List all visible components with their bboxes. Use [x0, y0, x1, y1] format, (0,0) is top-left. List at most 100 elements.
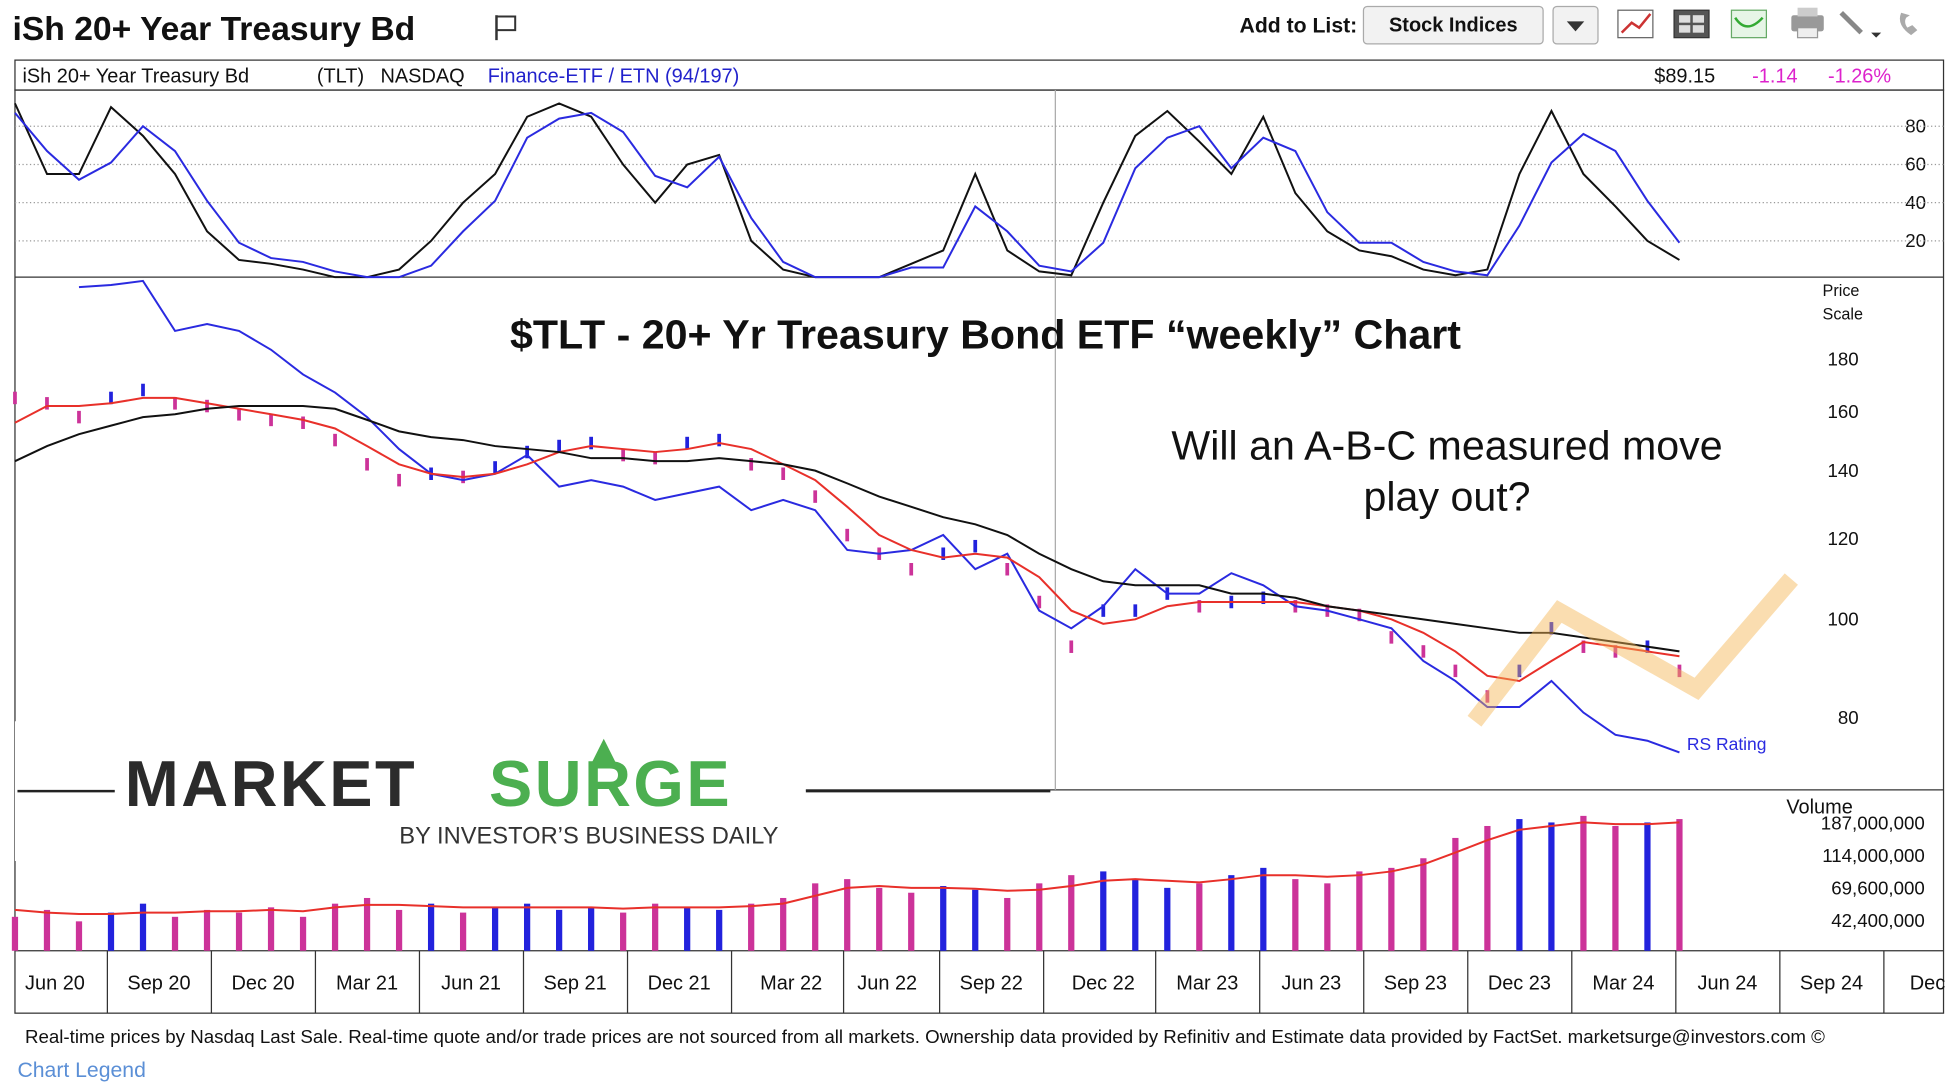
- x-tick-label: Dec 23: [1488, 972, 1551, 994]
- price-bar: [1261, 591, 1266, 605]
- quote-name: iSh 20+ Year Treasury Bd: [22, 66, 249, 88]
- volume-bar: [1644, 822, 1651, 951]
- x-tick-label: Dec: [1910, 972, 1945, 994]
- volume-bar: [1228, 875, 1235, 951]
- volume-bar: [844, 879, 851, 951]
- volume-bar: [427, 903, 435, 951]
- overlay: MARKET SURGE BY INVESTOR’S BUSINESS DAIL…: [14, 573, 1798, 861]
- x-tick-label: Mar 21: [336, 972, 398, 994]
- price-bar: [1037, 595, 1042, 609]
- price-bar: [1389, 631, 1394, 644]
- x-tick-label: Sep 20: [127, 972, 190, 994]
- list-button-text[interactable]: Stock Indices: [1389, 14, 1518, 36]
- quote-change: -1.14: [1752, 66, 1797, 88]
- price-bar: [1613, 645, 1618, 658]
- volume-bar: [1516, 819, 1523, 951]
- x-tick-label: Mar 22: [760, 972, 822, 994]
- volume-bar: [684, 907, 691, 951]
- logo-byline: BY INVESTOR’S BUSINESS DAILY: [399, 824, 778, 850]
- price-bar: [685, 436, 690, 450]
- price-bar: [973, 539, 978, 553]
- price-bar: [109, 391, 113, 405]
- price-bar: [717, 433, 722, 447]
- volume-bar: [1132, 879, 1139, 951]
- y-tick-label: 160: [1827, 401, 1858, 422]
- phone-icon[interactable]: [1899, 12, 1918, 36]
- chart-title: $TLT - 20+ Yr Treasury Bond ETF “weekly”…: [510, 311, 1461, 357]
- price-bar: [1421, 645, 1426, 658]
- volume-bar: [1356, 871, 1363, 951]
- price-bar: [1549, 622, 1554, 635]
- chart-legend-link[interactable]: Chart Legend: [17, 1059, 145, 1082]
- series-line: [14, 405, 1680, 653]
- volume-bar: [459, 912, 467, 951]
- logo-backdrop: [14, 721, 806, 861]
- price-bar: [1453, 664, 1458, 678]
- x-tick-label: Sep 23: [1384, 972, 1447, 994]
- price-bar: [525, 445, 529, 459]
- volume-bar: [652, 903, 659, 951]
- annotation: play out?: [1364, 473, 1531, 519]
- y-tick-label: 180: [1827, 349, 1858, 370]
- price-bar: [141, 383, 145, 397]
- list-button[interactable]: [1362, 5, 1544, 45]
- quote-symbol: (TLT): [317, 66, 364, 88]
- price-bar: [45, 397, 49, 410]
- annotation: Will an A-B-C measured move: [1171, 422, 1722, 468]
- volume-bar: [43, 909, 51, 951]
- volume-bar: [1164, 887, 1171, 951]
- dropdown-arrow: [1566, 21, 1585, 32]
- volume-bar: [1388, 867, 1395, 951]
- volume-bar: [267, 907, 275, 951]
- logo-arrow: [591, 738, 617, 764]
- price-bar: [749, 458, 754, 471]
- y-tick-label: 60: [1905, 154, 1926, 175]
- layout-icon[interactable]: [1673, 9, 1710, 39]
- volume-bar: [1612, 825, 1619, 951]
- quote-change-pct: -1.26%: [1828, 66, 1891, 88]
- price-bar: [365, 458, 369, 471]
- x-tick-label: Jun 20: [25, 972, 85, 994]
- x-tick-label: Mar 23: [1176, 972, 1238, 994]
- x-tick-label: Sep 24: [1800, 972, 1863, 994]
- abc-projection: [1467, 573, 1798, 727]
- volume-bar: [876, 887, 883, 951]
- volume-bar: [780, 897, 787, 951]
- x-tick-label: Jun 23: [1281, 972, 1341, 994]
- price-bar: [941, 547, 946, 560]
- x-tick-label: Dec 20: [231, 972, 294, 994]
- plot-area: 20 40 60 80 80 100 120 140 160 180 RS Rating $TLT -…: [11, 102, 1945, 1014]
- volume-bar: [395, 909, 403, 951]
- series-line: [14, 111, 1681, 279]
- y-tick-label: 80: [1838, 707, 1859, 728]
- price-bar: [589, 436, 594, 450]
- volume-bar: [1196, 883, 1203, 951]
- quote-price: $89.15: [1654, 66, 1715, 88]
- y-axis-label: Volume: [1786, 797, 1853, 819]
- price-bar: [1133, 604, 1138, 617]
- trend-icon[interactable]: [1730, 9, 1768, 39]
- y-tick-label: 140: [1827, 460, 1858, 481]
- volume-bar: [299, 916, 307, 951]
- price-bar: [813, 490, 818, 503]
- volume-bar: [556, 909, 563, 951]
- price-bar: [173, 397, 177, 410]
- price-bar: [237, 408, 241, 421]
- price-bar: [397, 473, 401, 487]
- price-bar: [1485, 690, 1490, 703]
- tools-icon[interactable]: [1839, 10, 1863, 35]
- volume-bar: [1068, 875, 1075, 951]
- footer-disclaimer: Real-time prices by Nasdaq Last Sale. Re…: [25, 1026, 1825, 1047]
- volume-bar: [171, 916, 179, 951]
- series-line: [78, 279, 1680, 754]
- y-tick-label: 187,000,000: [1821, 813, 1925, 834]
- volume-bar: [235, 912, 243, 951]
- quote-industry[interactable]: Finance-ETF / ETN (94/197): [488, 66, 740, 88]
- flag-icon[interactable]: [495, 15, 517, 41]
- price-bar: [845, 528, 850, 542]
- volume-bar: [1292, 879, 1299, 951]
- x-tick-label: Mar 24: [1592, 972, 1654, 994]
- price-bar: [1357, 608, 1362, 622]
- price-bar: [333, 433, 337, 447]
